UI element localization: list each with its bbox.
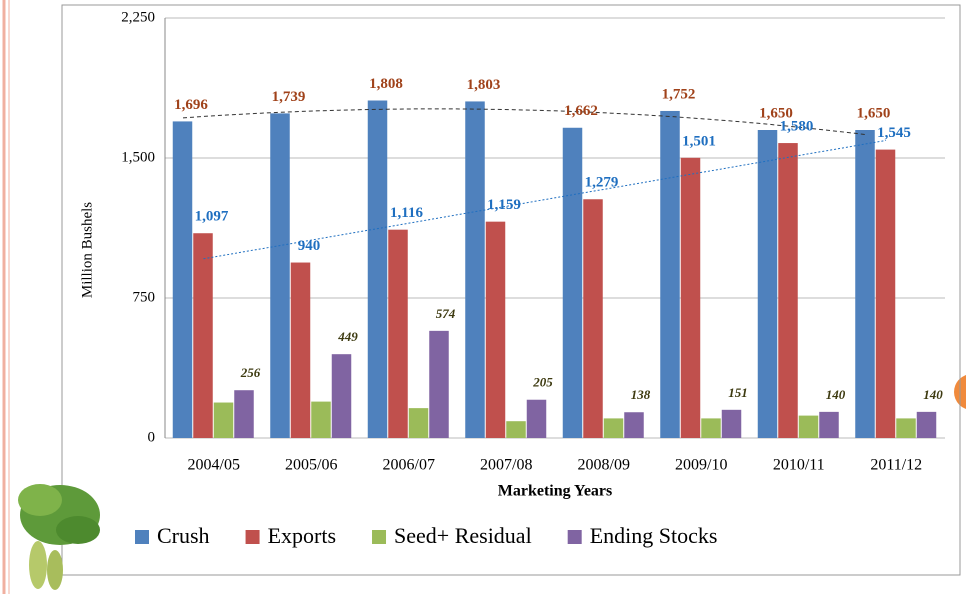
value-label: 574 xyxy=(436,306,456,321)
bar xyxy=(193,233,213,438)
bar xyxy=(916,411,937,438)
value-label: 1,159 xyxy=(487,197,521,213)
legend-swatch xyxy=(135,530,149,544)
value-label: 256 xyxy=(240,365,261,380)
bar xyxy=(172,121,193,438)
value-label: 1,279 xyxy=(585,175,619,191)
legend-swatch xyxy=(567,530,582,544)
value-label: 1,650 xyxy=(857,105,891,121)
bar xyxy=(680,157,701,438)
bar xyxy=(603,418,624,438)
legend-label: Ending Stocks xyxy=(590,523,718,548)
bar xyxy=(290,262,311,438)
value-label: 1,650 xyxy=(759,105,793,121)
bar xyxy=(896,418,916,438)
legend-label: Crush xyxy=(157,523,210,548)
x-tick-label: 2009/10 xyxy=(675,457,727,474)
y-tick-label: 1,500 xyxy=(121,149,155,165)
legend-swatch xyxy=(372,530,387,544)
bar xyxy=(213,402,234,438)
x-tick-label: 2005/06 xyxy=(285,457,337,474)
bar xyxy=(798,415,819,438)
value-label: 1,803 xyxy=(467,77,501,93)
x-tick-label: 2008/09 xyxy=(578,457,630,474)
trend-line xyxy=(182,108,866,136)
x-tick-label: 2010/11 xyxy=(773,457,825,474)
bar xyxy=(270,113,290,439)
bar xyxy=(701,418,721,438)
bar xyxy=(819,411,839,438)
value-label: 1,752 xyxy=(662,86,696,102)
x-tick-label: 2006/07 xyxy=(383,457,435,474)
value-label: 1,580 xyxy=(780,119,814,135)
value-label: 1,739 xyxy=(272,89,306,105)
bar xyxy=(660,110,680,439)
bar xyxy=(757,130,778,438)
bar xyxy=(408,408,429,438)
value-label: 449 xyxy=(337,329,358,344)
value-label: 138 xyxy=(631,387,651,402)
value-label: 1,097 xyxy=(195,209,229,225)
bar xyxy=(855,130,875,438)
value-label: 140 xyxy=(923,387,943,402)
bar xyxy=(388,229,408,438)
x-tick-label: 2011/12 xyxy=(870,457,922,474)
value-label: 940 xyxy=(298,238,321,254)
bar xyxy=(429,330,449,438)
trend-line xyxy=(203,139,887,260)
value-label: 1,501 xyxy=(682,133,716,149)
bar xyxy=(311,401,331,438)
legend-swatch xyxy=(245,530,260,544)
bar xyxy=(875,149,896,438)
x-tick-label: 2004/05 xyxy=(188,457,240,474)
value-label: 1,545 xyxy=(877,125,911,141)
value-label: 1,696 xyxy=(174,97,208,113)
value-label: 205 xyxy=(532,375,553,390)
bar xyxy=(526,399,547,438)
value-label: 1,808 xyxy=(369,76,403,92)
soybean-icon xyxy=(18,484,100,590)
bar xyxy=(465,101,485,438)
bar xyxy=(778,143,798,439)
y-axis-title: Million Bushels xyxy=(79,202,95,298)
legend-label: Seed+ Residual xyxy=(394,523,532,548)
value-label: 1,116 xyxy=(390,205,423,221)
bar xyxy=(367,100,388,439)
value-label: 151 xyxy=(728,385,748,400)
y-tick-label: 0 xyxy=(148,429,156,445)
x-axis-title: Marketing Years xyxy=(498,483,613,500)
x-tick-label: 2007/08 xyxy=(480,457,532,474)
bar xyxy=(485,221,506,438)
chart-frame xyxy=(61,4,961,576)
bar xyxy=(562,127,583,438)
bar xyxy=(721,409,742,438)
value-label: 1,662 xyxy=(564,103,598,119)
bar xyxy=(624,412,644,438)
legend-label: Exports xyxy=(268,523,336,548)
bar xyxy=(234,390,254,438)
value-label: 140 xyxy=(826,387,846,402)
bar xyxy=(331,354,352,438)
bar xyxy=(506,421,526,438)
y-tick-label: 2,250 xyxy=(121,9,155,25)
bar xyxy=(583,199,603,438)
y-tick-label: 750 xyxy=(133,289,156,305)
